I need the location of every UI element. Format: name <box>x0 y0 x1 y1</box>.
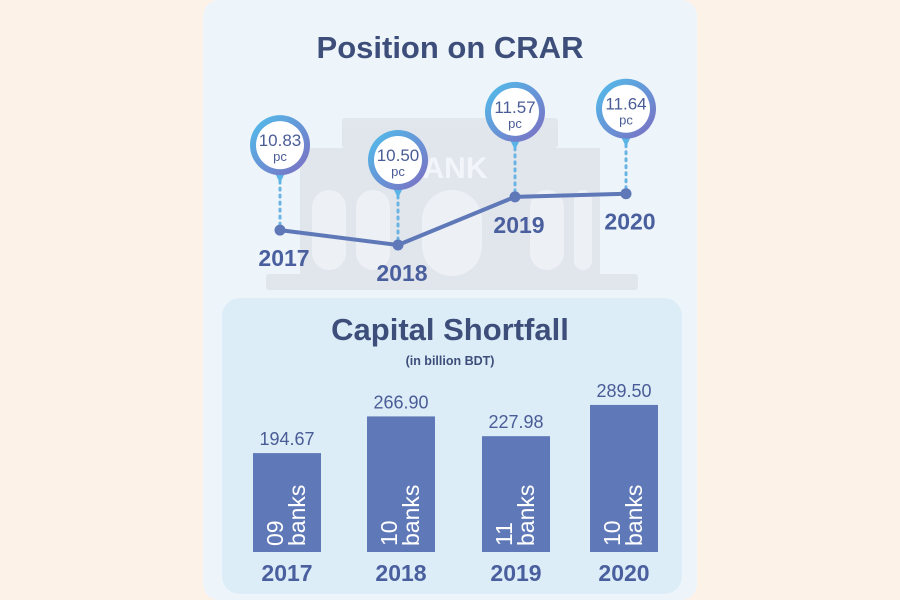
data-label: 10.83 <box>259 131 302 150</box>
x-tick-label: 2019 <box>493 212 544 238</box>
data-point <box>274 224 286 236</box>
data-label: 266.90 <box>373 392 428 412</box>
bank-count: 10 <box>376 520 402 546</box>
bank-count: 10 <box>599 520 625 546</box>
unit-label: pc <box>273 149 287 164</box>
value-bubble-inner <box>256 121 304 170</box>
value-bubble-inner <box>602 84 650 133</box>
capital-shortfall-panel <box>222 298 682 594</box>
data-label: 10.50 <box>377 146 420 165</box>
shortfall-chart-subtitle: (in billion BDT) <box>406 354 495 368</box>
bank-word: banks <box>284 485 310 546</box>
unit-label: pc <box>508 116 522 131</box>
x-tick-label: 2017 <box>258 245 309 271</box>
bar <box>590 404 658 552</box>
data-point <box>392 239 404 251</box>
shortfall-bar-chart: 194.6709banks2017266.9010banks2018227.98… <box>253 381 658 586</box>
x-tick-label: 2017 <box>261 560 312 586</box>
data-label: 11.64 <box>605 95 646 114</box>
crar-line-chart: 10.83pc201710.50pc201811.57pc201911.64pc… <box>250 78 656 286</box>
bank-word: banks <box>513 485 539 546</box>
data-label: 289.50 <box>596 381 651 401</box>
data-label: 11.57 <box>494 98 535 117</box>
bank-count: 11 <box>491 522 517 546</box>
x-tick-label: 2018 <box>376 260 427 286</box>
bar <box>367 416 435 552</box>
crar-chart-title: Position on CRAR <box>317 30 584 65</box>
data-point <box>620 188 632 200</box>
bank-word: banks <box>621 485 647 546</box>
data-label: 194.67 <box>259 429 314 449</box>
bar <box>253 453 321 552</box>
x-tick-label: 2018 <box>375 560 426 586</box>
x-tick-label: 2019 <box>490 560 541 586</box>
bank-building-illustration: ANK <box>266 118 638 290</box>
x-tick-label: 2020 <box>598 560 649 586</box>
data-label: 227.98 <box>488 412 543 432</box>
data-point <box>509 191 521 203</box>
value-bubble-inner <box>491 87 539 136</box>
value-bubble-inner <box>374 136 422 184</box>
x-tick-label: 2020 <box>604 209 655 235</box>
bank-word: banks <box>398 485 424 546</box>
unit-label: pc <box>391 164 405 179</box>
shortfall-chart-title: Capital Shortfall <box>331 312 569 347</box>
bar <box>482 436 550 552</box>
crar-line <box>279 191 627 247</box>
bank-count: 09 <box>262 520 288 546</box>
unit-label: pc <box>619 113 633 128</box>
bank-sign-text: ANK <box>423 152 488 185</box>
